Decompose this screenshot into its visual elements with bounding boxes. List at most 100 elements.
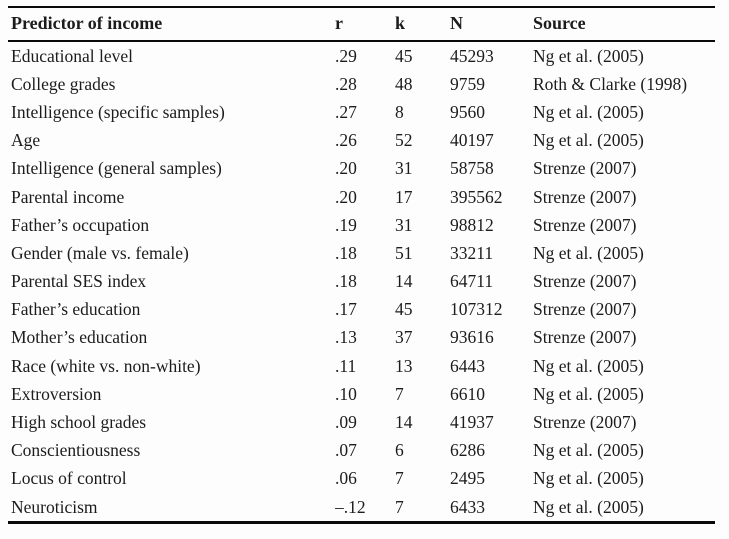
- cell-n: 33211: [450, 242, 494, 263]
- cell-r: .13: [335, 327, 357, 348]
- cell-k: 31: [395, 158, 413, 179]
- cell-source: Strenze (2007): [533, 271, 637, 292]
- cell-n: 98812: [450, 214, 494, 235]
- col-header-r: r: [335, 13, 343, 33]
- cell-source: Ng et al. (2005): [533, 355, 644, 376]
- table-row: College grades .28 48 9759 Roth & Clarke (19…: [8, 70, 715, 98]
- cell-predictor: College grades: [11, 73, 116, 94]
- cell-source: Strenze (2007): [533, 186, 637, 207]
- cell-predictor: Educational level: [11, 45, 133, 66]
- cell-k: 51: [395, 242, 413, 263]
- table-header-row: Predictor of income r k N Source: [8, 7, 715, 41]
- cell-r: .18: [335, 271, 357, 292]
- cell-r: .20: [335, 186, 357, 207]
- table-row: Age .26 52 40197 Ng et al. (2005): [8, 127, 715, 155]
- cell-n: 6433: [450, 496, 485, 517]
- col-header-k: k: [395, 13, 406, 33]
- cell-predictor: Extroversion: [11, 383, 102, 404]
- table-row: Neuroticism –.12 7 6433 Ng et al. (2005): [8, 493, 715, 523]
- cell-predictor: High school grades: [11, 412, 147, 433]
- cell-k: 37: [395, 327, 413, 348]
- cell-source: Ng et al. (2005): [533, 468, 644, 489]
- cell-source: Ng et al. (2005): [533, 242, 644, 263]
- cell-r: .20: [335, 158, 357, 179]
- cell-predictor: Gender (male vs. female): [11, 242, 189, 263]
- table-row: Intelligence (general samples) .20 31 58758…: [8, 155, 715, 183]
- cell-n: 6610: [450, 383, 485, 404]
- col-header-source: Source: [533, 13, 586, 33]
- cell-source: Strenze (2007): [533, 214, 637, 235]
- cell-predictor: Neuroticism: [11, 496, 98, 517]
- cell-r: .28: [335, 73, 357, 94]
- cell-n: 6443: [450, 355, 485, 376]
- table-row: Extroversion .10 7 6610 Ng et al. (2005): [8, 380, 715, 408]
- table-row: Race (white vs. non-white) .11 13 6443 Ng et…: [8, 352, 715, 380]
- cell-n: 41937: [450, 412, 494, 433]
- cell-n: 58758: [450, 158, 494, 179]
- cell-r: .06: [335, 468, 357, 489]
- table-row: Father’s education .17 45 107312 Strenze (20…: [8, 296, 715, 324]
- cell-k: 14: [395, 271, 413, 292]
- cell-k: 31: [395, 214, 413, 235]
- cell-source: Strenze (2007): [533, 299, 637, 320]
- cell-k: 52: [395, 130, 413, 151]
- cell-n: 40197: [450, 130, 494, 151]
- col-header-n: N: [450, 13, 463, 33]
- table-row: Father’s occupation .19 31 98812 Strenze (20…: [8, 211, 715, 239]
- cell-n: 2495: [450, 468, 485, 489]
- cell-r: .07: [335, 440, 357, 461]
- cell-r: .19: [335, 214, 357, 235]
- cell-source: Strenze (2007): [533, 158, 637, 179]
- cell-source: Ng et al. (2005): [533, 440, 644, 461]
- cell-source: Strenze (2007): [533, 412, 637, 433]
- cell-k: 45: [395, 45, 413, 66]
- cell-predictor: Parental income: [11, 186, 125, 207]
- table-row: Intelligence (specific samples) .27 8 9560 N…: [8, 98, 715, 126]
- cell-k: 7: [395, 496, 404, 517]
- table-row: Educational level .29 45 45293 Ng et al. (20…: [8, 41, 715, 70]
- table-row: Locus of control .06 7 2495 Ng et al. (2005): [8, 465, 715, 493]
- cell-n: 107312: [450, 299, 503, 320]
- table-row: Conscientiousness .07 6 6286 Ng et al. (2005…: [8, 437, 715, 465]
- cell-source: Ng et al. (2005): [533, 496, 644, 517]
- cell-r: .11: [335, 355, 357, 376]
- cell-predictor: Age: [11, 130, 41, 151]
- cell-source: Ng et al. (2005): [533, 101, 644, 122]
- cell-r: .27: [335, 101, 357, 122]
- predictors-of-income-table: Predictor of income r k N Source Educati…: [8, 6, 715, 525]
- cell-r: .29: [335, 45, 357, 66]
- cell-r: –.12: [335, 496, 366, 517]
- cell-n: 93616: [450, 327, 494, 348]
- table-row: Parental SES index .18 14 64711 Strenze (200…: [8, 268, 715, 296]
- cell-k: 7: [395, 468, 404, 489]
- cell-k: 8: [395, 101, 404, 122]
- cell-n: 64711: [450, 271, 494, 292]
- col-header-predictor: Predictor of income: [11, 13, 163, 33]
- cell-k: 48: [395, 73, 413, 94]
- cell-k: 17: [395, 186, 413, 207]
- cell-predictor: Mother’s education: [11, 327, 148, 348]
- cell-predictor: Intelligence (specific samples): [11, 101, 225, 122]
- cell-r: .10: [335, 383, 357, 404]
- table-row: High school grades .09 14 41937 Strenze (200…: [8, 408, 715, 436]
- cell-predictor: Father’s occupation: [11, 214, 150, 235]
- cell-k: 45: [395, 299, 413, 320]
- cell-predictor: Father’s education: [11, 299, 141, 320]
- cell-predictor: Conscientiousness: [11, 440, 141, 461]
- cell-k: 13: [395, 355, 413, 376]
- cell-predictor: Locus of control: [11, 468, 127, 489]
- cell-n: 9560: [450, 101, 485, 122]
- table-body: Educational level .29 45 45293 Ng et al. (20…: [8, 41, 715, 523]
- cell-source: Ng et al. (2005): [533, 45, 644, 66]
- cell-n: 9759: [450, 73, 485, 94]
- table-row: Gender (male vs. female) .18 51 33211 Ng et …: [8, 239, 715, 267]
- cell-r: .09: [335, 412, 357, 433]
- cell-r: .26: [335, 130, 357, 151]
- cell-source: Ng et al. (2005): [533, 383, 644, 404]
- cell-predictor: Parental SES index: [11, 271, 147, 292]
- cell-r: .17: [335, 299, 357, 320]
- cell-n: 45293: [450, 45, 494, 66]
- cell-k: 7: [395, 383, 404, 404]
- cell-k: 6: [395, 440, 404, 461]
- cell-source: Roth & Clarke (1998): [533, 73, 688, 94]
